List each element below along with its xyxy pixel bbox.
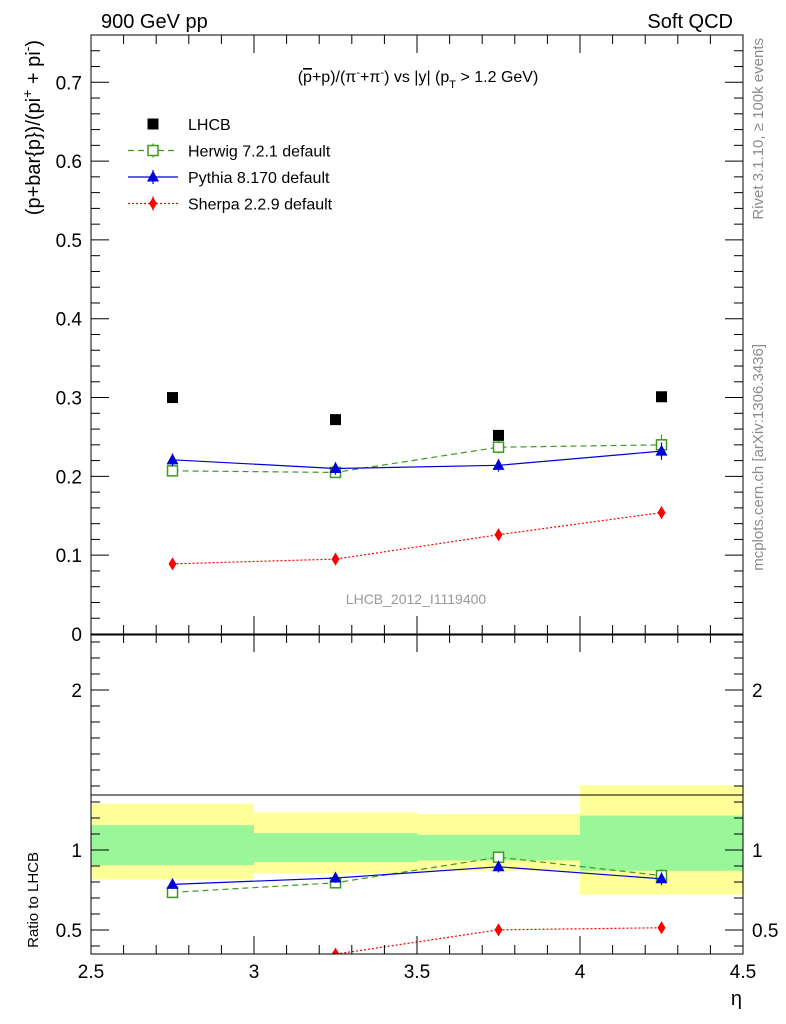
x-tick-label: 3.5 bbox=[404, 962, 430, 983]
mcplots-side-text: mcplots.cern.ch [arXiv:1306.3436] bbox=[750, 344, 767, 571]
ratio-series bbox=[166, 851, 668, 969]
y-tick-label: 0.7 bbox=[56, 73, 82, 94]
lhcb-point bbox=[656, 391, 667, 403]
herwig-ratio-line bbox=[172, 856, 662, 893]
legend-label: Pythia 8.170 default bbox=[188, 170, 330, 187]
lhcb-point bbox=[167, 392, 178, 404]
chart-title: (p+p)/(π-+π-) vs |y| (pT > 1.2 GeV) bbox=[298, 67, 539, 91]
legend-label: LHCB bbox=[188, 117, 231, 134]
ratio-y-tick-label-right: 2 bbox=[752, 681, 763, 702]
pythia-point bbox=[166, 453, 179, 465]
y-tick-label: 0.1 bbox=[56, 546, 82, 567]
herwig-line bbox=[172, 444, 662, 474]
header-left: 900 GeV pp bbox=[101, 11, 208, 33]
ratio-y-tick-label-right: 0.5 bbox=[752, 921, 778, 942]
ratio-y-tick-label: 2 bbox=[71, 681, 82, 702]
legend-marker bbox=[147, 170, 159, 182]
legend-item: Herwig 7.2.1 default bbox=[128, 143, 331, 161]
legend-marker bbox=[149, 197, 157, 210]
x-axis-label: η bbox=[731, 988, 742, 1010]
sherpa-ratio-point bbox=[169, 956, 177, 969]
y-tick-label: 0.4 bbox=[56, 310, 83, 331]
rivet-side-text: Rivet 3.1.10, ≥ 100k events bbox=[750, 38, 767, 220]
sherpa-point bbox=[168, 557, 177, 571]
ratio-y-tick-label: 1 bbox=[71, 841, 82, 862]
sherpa-point bbox=[494, 528, 503, 542]
pythia-ratio-point bbox=[166, 877, 179, 889]
ratio-band-green bbox=[254, 833, 417, 862]
pythia-point bbox=[655, 444, 668, 456]
y-tick-label: 0.2 bbox=[56, 467, 82, 488]
x-tick-label: 3 bbox=[249, 962, 260, 983]
y-tick-label: 0.3 bbox=[56, 389, 82, 410]
pythia-ratio-line bbox=[172, 866, 662, 885]
sherpa-point bbox=[657, 506, 666, 520]
herwig-point bbox=[492, 441, 505, 453]
x-tick-label: 2.5 bbox=[78, 962, 104, 983]
analysis-watermark: LHCB_2012_I1119400 bbox=[346, 591, 487, 607]
pythia-ratio-point bbox=[329, 871, 342, 883]
y-tick-label: 0 bbox=[71, 625, 82, 646]
sherpa-line bbox=[172, 512, 662, 565]
ratio-bands bbox=[91, 785, 743, 895]
legend-marker bbox=[147, 144, 159, 157]
ratio-band-green bbox=[580, 815, 743, 871]
legend-label: Sherpa 2.2.9 default bbox=[188, 197, 333, 214]
sherpa-ratio-point bbox=[657, 921, 666, 935]
pythia-point bbox=[492, 458, 505, 470]
herwig-point bbox=[166, 465, 179, 477]
legend-item: LHCB bbox=[147, 117, 231, 134]
pythia-ratio-point bbox=[655, 872, 668, 884]
legend-label: Herwig 7.2.1 default bbox=[188, 144, 331, 161]
lhcb-point bbox=[493, 429, 504, 441]
lhcb-point bbox=[330, 414, 341, 426]
header-right: Soft QCD bbox=[647, 11, 733, 33]
main-series bbox=[166, 391, 668, 571]
sherpa-point bbox=[331, 552, 340, 566]
pythia-point bbox=[329, 461, 342, 473]
legend-item: Sherpa 2.2.9 default bbox=[128, 196, 333, 214]
legend-item: Pythia 8.170 default bbox=[128, 170, 330, 187]
ratio-band-green bbox=[91, 825, 254, 866]
ratio-y-tick-label-right: 1 bbox=[752, 841, 763, 862]
ratio-y-axis-label: Ratio to LHCB bbox=[25, 852, 42, 948]
y-tick-label: 0.5 bbox=[56, 231, 82, 252]
pythia-ratio-point bbox=[492, 860, 505, 872]
x-tick-label: 4 bbox=[575, 962, 586, 983]
axes: 2.5 3 3.5 4 4.5 0 0.1 0.2 0.3 0.4 0.5 0.6 0.7 0.5 0.5 1… bbox=[56, 34, 778, 983]
x-tick-label: 4.5 bbox=[730, 962, 756, 983]
sherpa-ratio-point bbox=[331, 947, 340, 954]
ratio-y-tick-label: 0.5 bbox=[56, 921, 82, 942]
legend: LHCB Herwig 7.2.1 default Pythia 8.170 def… bbox=[128, 117, 333, 214]
y-tick-label: 0.6 bbox=[56, 152, 82, 173]
sherpa-ratio-point bbox=[494, 923, 503, 937]
pythia-line bbox=[172, 450, 662, 470]
y-axis-label: (p+bar{p})/(pi+ + pi-) bbox=[19, 40, 45, 215]
legend-marker bbox=[147, 118, 159, 130]
